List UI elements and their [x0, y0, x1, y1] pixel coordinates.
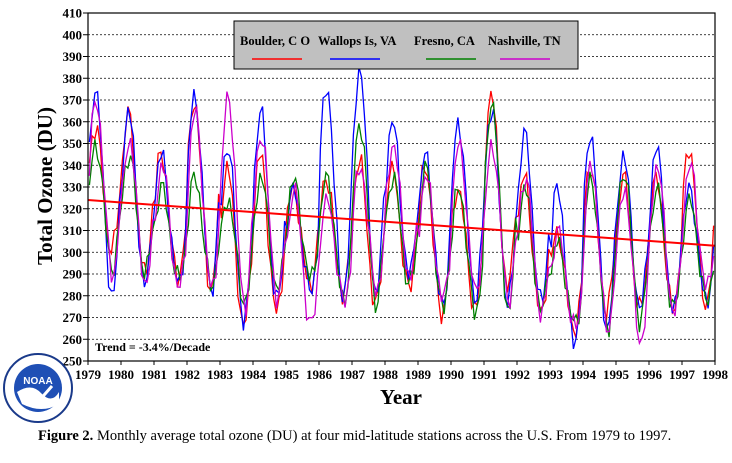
x-tick-label: 1994 — [570, 367, 597, 382]
y-tick-label: 290 — [63, 267, 83, 282]
y-tick-label: 340 — [63, 158, 83, 173]
legend: Boulder, C O Wallops Is, VA Fresno, CA Nash… — [233, 20, 579, 70]
trend-annotation: Trend = -3.4%/Decade — [95, 340, 211, 354]
x-axis: 1979 1980 1981 1982 1983 1984 1985 1986 1987 1988… — [75, 361, 729, 382]
y-tick-label: 390 — [63, 49, 83, 64]
noaa-logo: NOAA — [3, 353, 73, 423]
legend-box — [233, 20, 579, 70]
y-tick-label: 300 — [63, 245, 83, 260]
y-tick-label: 310 — [63, 223, 83, 238]
x-tick-label: 1981 — [141, 367, 167, 382]
y-tick-label: 350 — [63, 136, 83, 151]
y-tick-label: 250 — [63, 354, 83, 369]
y-tick-label: 260 — [63, 332, 83, 347]
y-tick-label: 320 — [63, 201, 83, 216]
x-tick-label: 1985 — [273, 367, 300, 382]
figure-caption: Figure 2. Monthly average total ozone (D… — [38, 428, 732, 445]
data-series — [88, 66, 715, 350]
legend-label: Boulder, C O — [240, 34, 310, 48]
y-tick-label: 270 — [63, 310, 83, 325]
x-tick-label: 1996 — [636, 367, 663, 382]
x-tick-label: 1980 — [108, 367, 134, 382]
x-tick-label: 1997 — [669, 367, 696, 382]
x-tick-label: 1984 — [240, 367, 267, 382]
logo-text: NOAA — [23, 376, 52, 387]
series-line-3 — [88, 91, 715, 346]
x-tick-label: 1991 — [471, 367, 497, 382]
y-axis: 250 260 270 280 290 300 310 320 330 340 350 360 370 3… — [63, 6, 88, 369]
trend-line — [87, 199, 716, 247]
legend-label: Wallops Is, VA — [318, 34, 396, 48]
y-tick-label: 400 — [63, 27, 83, 42]
x-tick-label: 1987 — [339, 367, 366, 382]
y-tick-label: 330 — [63, 180, 83, 195]
x-tick-label: 1995 — [603, 367, 630, 382]
legend-label: Nashville, TN — [488, 34, 561, 48]
series-line-0 — [88, 90, 715, 339]
x-tick-label: 1983 — [207, 367, 234, 382]
ozone-chart: 250 260 270 280 290 300 310 320 330 340 350 360 370 3… — [33, 6, 729, 410]
y-tick-label: 370 — [63, 93, 83, 108]
trend-line-segment — [87, 199, 716, 247]
x-tick-label: 1988 — [372, 367, 399, 382]
x-tick-label: 1993 — [537, 367, 564, 382]
legend-label: Fresno, CA — [414, 34, 475, 48]
x-tick-label: 1990 — [438, 367, 464, 382]
y-axis-label: Total Ozone (DU) — [33, 107, 57, 265]
x-tick-label: 1986 — [306, 367, 333, 382]
caption-label: Figure 2. — [38, 428, 94, 444]
y-tick-label: 410 — [63, 6, 83, 21]
x-tick-label: 1982 — [174, 367, 200, 382]
x-tick-label: 1989 — [405, 367, 432, 382]
x-tick-label: 1992 — [504, 367, 530, 382]
x-tick-label: 1998 — [702, 367, 729, 382]
x-tick-label: 1979 — [75, 367, 102, 382]
y-tick-label: 360 — [63, 114, 83, 129]
caption-text: Monthly average total ozone (DU) at four… — [93, 428, 672, 444]
x-axis-label: Year — [380, 385, 422, 409]
y-tick-label: 380 — [63, 71, 83, 86]
y-tick-label: 280 — [63, 288, 83, 303]
